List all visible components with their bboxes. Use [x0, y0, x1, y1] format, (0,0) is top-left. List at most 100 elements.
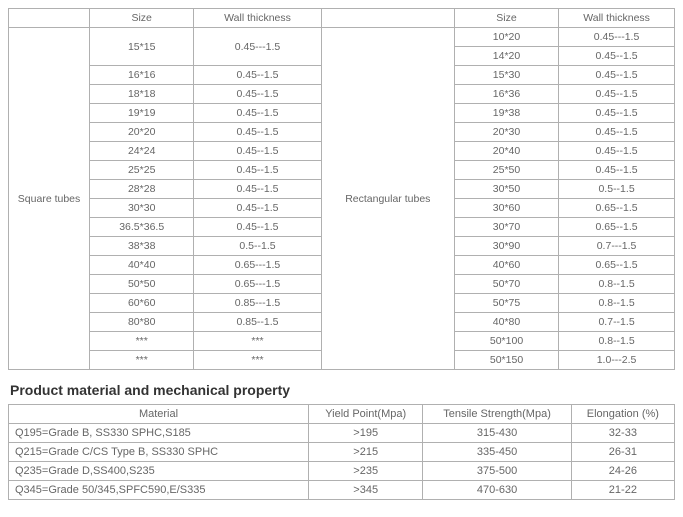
tubes-table: SizeWall thicknessSizeWall thicknessSqua… [8, 8, 675, 370]
rc-size-cell: 30*60 [454, 199, 558, 218]
sq-size-cell: 18*18 [90, 85, 194, 104]
mat-elongation-cell: 24-26 [571, 462, 674, 481]
sq-wt-cell: 0.45--1.5 [194, 104, 321, 123]
rc-wt-cell: 0.45--1.5 [559, 85, 675, 104]
sq-size-cell: 15*15 [90, 28, 194, 66]
tubes-header-wt-rc: Wall thickness [559, 9, 675, 28]
mat-yield-cell: >235 [309, 462, 423, 481]
rc-wt-cell: 0.5--1.5 [559, 180, 675, 199]
mat-elongation-cell: 21-22 [571, 481, 674, 500]
rc-size-cell: 19*38 [454, 104, 558, 123]
tubes-header-blank-left [9, 9, 90, 28]
sq-size-cell: 80*80 [90, 313, 194, 332]
sq-wt-cell: 0.45--1.5 [194, 199, 321, 218]
sq-wt-cell: *** [194, 332, 321, 351]
sq-size-cell: 50*50 [90, 275, 194, 294]
rc-wt-cell: 0.8--1.5 [559, 275, 675, 294]
rc-size-cell: 25*50 [454, 161, 558, 180]
sq-size-cell: 24*24 [90, 142, 194, 161]
rc-wt-cell: 0.7--1.5 [559, 313, 675, 332]
sq-size-cell: 19*19 [90, 104, 194, 123]
sq-wt-cell: 0.65---1.5 [194, 256, 321, 275]
tubes-header-size-sq: Size [90, 9, 194, 28]
mat-tensile-cell: 470-630 [423, 481, 571, 500]
tubes-header-size-rc: Size [454, 9, 558, 28]
rc-size-cell: 30*70 [454, 218, 558, 237]
sq-wt-cell: 0.45--1.5 [194, 123, 321, 142]
sq-size-cell: 20*20 [90, 123, 194, 142]
rc-wt-cell: 1.0---2.5 [559, 351, 675, 370]
sq-wt-cell: *** [194, 351, 321, 370]
rc-wt-cell: 0.45--1.5 [559, 123, 675, 142]
sq-size-cell: 60*60 [90, 294, 194, 313]
rc-wt-cell: 0.45--1.5 [559, 66, 675, 85]
square-tubes-label: Square tubes [9, 28, 90, 370]
sq-size-cell: 28*28 [90, 180, 194, 199]
material-heading: Product material and mechanical property [10, 382, 675, 398]
mat-header-yield: Yield Point(Mpa) [309, 405, 423, 424]
mat-yield-cell: >215 [309, 443, 423, 462]
rc-size-cell: 16*36 [454, 85, 558, 104]
sq-size-cell: *** [90, 351, 194, 370]
sq-wt-cell: 0.45--1.5 [194, 180, 321, 199]
mat-tensile-cell: 315-430 [423, 424, 571, 443]
sq-wt-cell: 0.45--1.5 [194, 66, 321, 85]
sq-wt-cell: 0.45---1.5 [194, 28, 321, 66]
mat-material-cell: Q215=Grade C/CS Type B, SS330 SPHC [9, 443, 309, 462]
rc-wt-cell: 0.45--1.5 [559, 161, 675, 180]
sq-size-cell: 40*40 [90, 256, 194, 275]
rc-wt-cell: 0.65--1.5 [559, 199, 675, 218]
sq-wt-cell: 0.65---1.5 [194, 275, 321, 294]
mat-material-cell: Q235=Grade D,SS400,S235 [9, 462, 309, 481]
sq-wt-cell: 0.85--1.5 [194, 313, 321, 332]
sq-wt-cell: 0.45--1.5 [194, 218, 321, 237]
rc-size-cell: 50*150 [454, 351, 558, 370]
rc-wt-cell: 0.45--1.5 [559, 47, 675, 66]
sq-size-cell: 25*25 [90, 161, 194, 180]
rc-wt-cell: 0.45--1.5 [559, 142, 675, 161]
mat-elongation-cell: 32-33 [571, 424, 674, 443]
mat-material-cell: Q345=Grade 50/345,SPFC590,E/S335 [9, 481, 309, 500]
rc-size-cell: 50*100 [454, 332, 558, 351]
sq-wt-cell: 0.5--1.5 [194, 237, 321, 256]
mat-elongation-cell: 26-31 [571, 443, 674, 462]
rectangular-tubes-label: Rectangular tubes [321, 28, 454, 370]
mat-tensile-cell: 335-450 [423, 443, 571, 462]
rc-size-cell: 30*90 [454, 237, 558, 256]
rc-size-cell: 20*40 [454, 142, 558, 161]
sq-size-cell: 16*16 [90, 66, 194, 85]
rc-size-cell: 10*20 [454, 28, 558, 47]
rc-wt-cell: 0.45---1.5 [559, 28, 675, 47]
rc-size-cell: 30*50 [454, 180, 558, 199]
mat-material-cell: Q195=Grade B, SS330 SPHC,S185 [9, 424, 309, 443]
rc-size-cell: 50*70 [454, 275, 558, 294]
sq-size-cell: 38*38 [90, 237, 194, 256]
mat-yield-cell: >345 [309, 481, 423, 500]
sq-wt-cell: 0.45--1.5 [194, 161, 321, 180]
sq-wt-cell: 0.85---1.5 [194, 294, 321, 313]
mat-header-elongation: Elongation (%) [571, 405, 674, 424]
sq-size-cell: 36.5*36.5 [90, 218, 194, 237]
rc-wt-cell: 0.65--1.5 [559, 256, 675, 275]
rc-size-cell: 14*20 [454, 47, 558, 66]
rc-size-cell: 50*75 [454, 294, 558, 313]
mat-tensile-cell: 375-500 [423, 462, 571, 481]
tubes-header-blank-right [321, 9, 454, 28]
mat-header-tensile: Tensile Strength(Mpa) [423, 405, 571, 424]
rc-wt-cell: 0.45--1.5 [559, 104, 675, 123]
sq-wt-cell: 0.45--1.5 [194, 85, 321, 104]
mat-yield-cell: >195 [309, 424, 423, 443]
rc-wt-cell: 0.65--1.5 [559, 218, 675, 237]
rc-size-cell: 20*30 [454, 123, 558, 142]
tubes-header-wt-sq: Wall thickness [194, 9, 321, 28]
sq-wt-cell: 0.45--1.5 [194, 142, 321, 161]
sq-size-cell: 30*30 [90, 199, 194, 218]
rc-size-cell: 15*30 [454, 66, 558, 85]
material-table: MaterialYield Point(Mpa)Tensile Strength… [8, 404, 675, 500]
rc-size-cell: 40*60 [454, 256, 558, 275]
rc-size-cell: 40*80 [454, 313, 558, 332]
rc-wt-cell: 0.8--1.5 [559, 332, 675, 351]
mat-header-material: Material [9, 405, 309, 424]
sq-size-cell: *** [90, 332, 194, 351]
rc-wt-cell: 0.7---1.5 [559, 237, 675, 256]
